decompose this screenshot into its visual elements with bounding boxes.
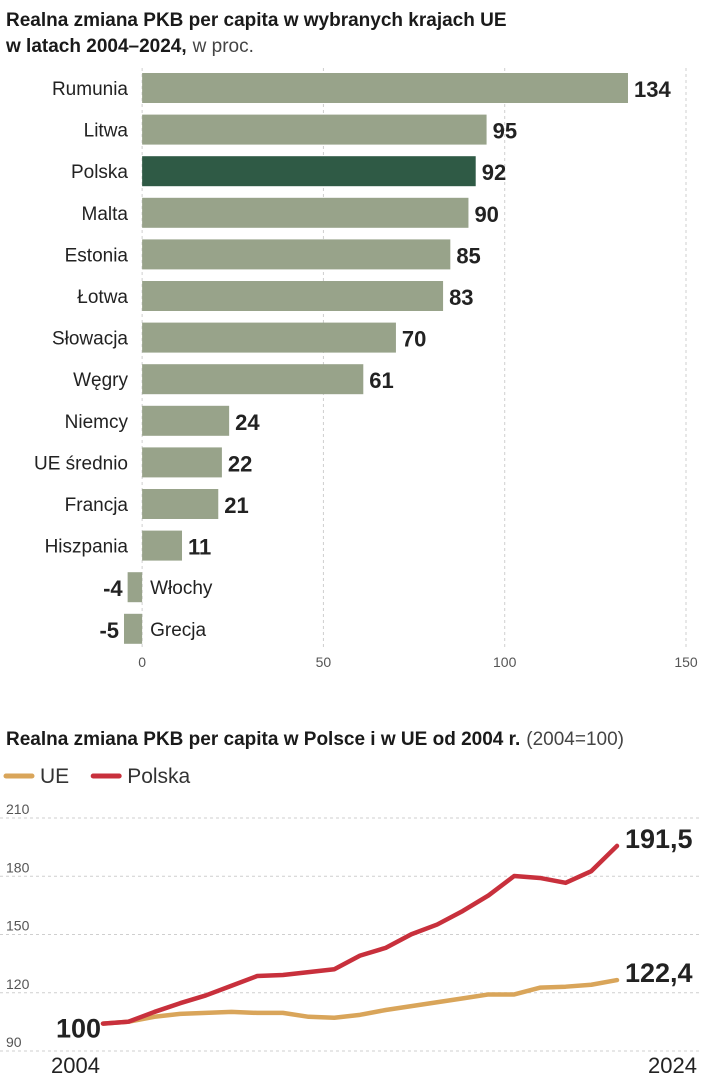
category-label: UE średnio xyxy=(34,453,128,474)
value-label: 11 xyxy=(188,535,211,560)
bar xyxy=(142,73,628,103)
value-label: 100 xyxy=(56,1014,101,1044)
value-label: 191,5 xyxy=(625,824,693,854)
bar xyxy=(142,156,476,187)
x-tick-label: 150 xyxy=(674,654,698,670)
y-tick-label: 150 xyxy=(6,918,30,934)
line-series xyxy=(100,843,620,1026)
category-label: Słowacja xyxy=(52,329,128,350)
value-label: 83 xyxy=(449,285,473,310)
bar xyxy=(142,364,364,395)
line-series xyxy=(100,977,620,1026)
y-tick-label: 90 xyxy=(6,1034,22,1050)
bar xyxy=(142,530,183,561)
bar xyxy=(142,322,396,353)
category-label: Polska xyxy=(71,162,128,183)
category-label: Niemcy xyxy=(65,412,129,433)
value-label: 134 xyxy=(634,77,671,102)
value-label: 85 xyxy=(456,243,480,268)
category-label: Łotwa xyxy=(77,287,128,308)
value-label: 61 xyxy=(369,368,393,393)
chart-title: w latach 2004–2024, xyxy=(5,36,187,57)
chart-subtitle: (2004=100) xyxy=(526,729,624,750)
value-label: 90 xyxy=(474,202,498,227)
x-tick-label: 2004 xyxy=(51,1053,100,1078)
category-label: Rumunia xyxy=(52,79,128,100)
category-label: Grecja xyxy=(150,620,206,641)
bar xyxy=(142,239,451,270)
bar xyxy=(142,405,230,436)
bar xyxy=(127,572,143,603)
category-label: Estonia xyxy=(65,245,129,266)
chart-subtitle: w proc. xyxy=(192,36,254,57)
bar xyxy=(142,281,444,311)
value-label: 92 xyxy=(482,160,506,185)
value-label: -5 xyxy=(99,618,119,643)
y-tick-label: 210 xyxy=(6,801,30,817)
value-label: 22 xyxy=(228,451,252,476)
category-label: Francja xyxy=(65,495,129,516)
legend-label: UE xyxy=(40,765,69,788)
legend-label: Polska xyxy=(127,765,190,788)
bar xyxy=(142,489,219,519)
value-label: 24 xyxy=(235,410,260,435)
bar xyxy=(142,447,222,478)
category-label: Węgry xyxy=(73,370,128,391)
bar xyxy=(124,613,143,644)
bar xyxy=(142,114,487,145)
value-label: 122,4 xyxy=(625,958,693,988)
x-tick-label: 50 xyxy=(316,654,332,670)
value-label: 95 xyxy=(493,119,517,144)
value-label: 70 xyxy=(402,327,426,352)
category-label: Włochy xyxy=(150,578,213,599)
category-label: Malta xyxy=(82,204,129,225)
y-tick-label: 120 xyxy=(6,976,30,992)
y-tick-label: 180 xyxy=(6,859,30,875)
x-tick-label: 0 xyxy=(138,654,146,670)
x-tick-label: 2024 xyxy=(648,1053,697,1078)
value-label: 21 xyxy=(224,493,248,518)
x-tick-label: 100 xyxy=(493,654,517,670)
chart-title: Realna zmiana PKB per capita w wybranych… xyxy=(6,10,507,31)
bar xyxy=(142,197,469,228)
chart-title: Realna zmiana PKB per capita w Polsce i … xyxy=(6,729,520,750)
category-label: Hiszpania xyxy=(45,537,129,558)
category-label: Litwa xyxy=(84,121,129,142)
value-label: -4 xyxy=(103,576,123,601)
